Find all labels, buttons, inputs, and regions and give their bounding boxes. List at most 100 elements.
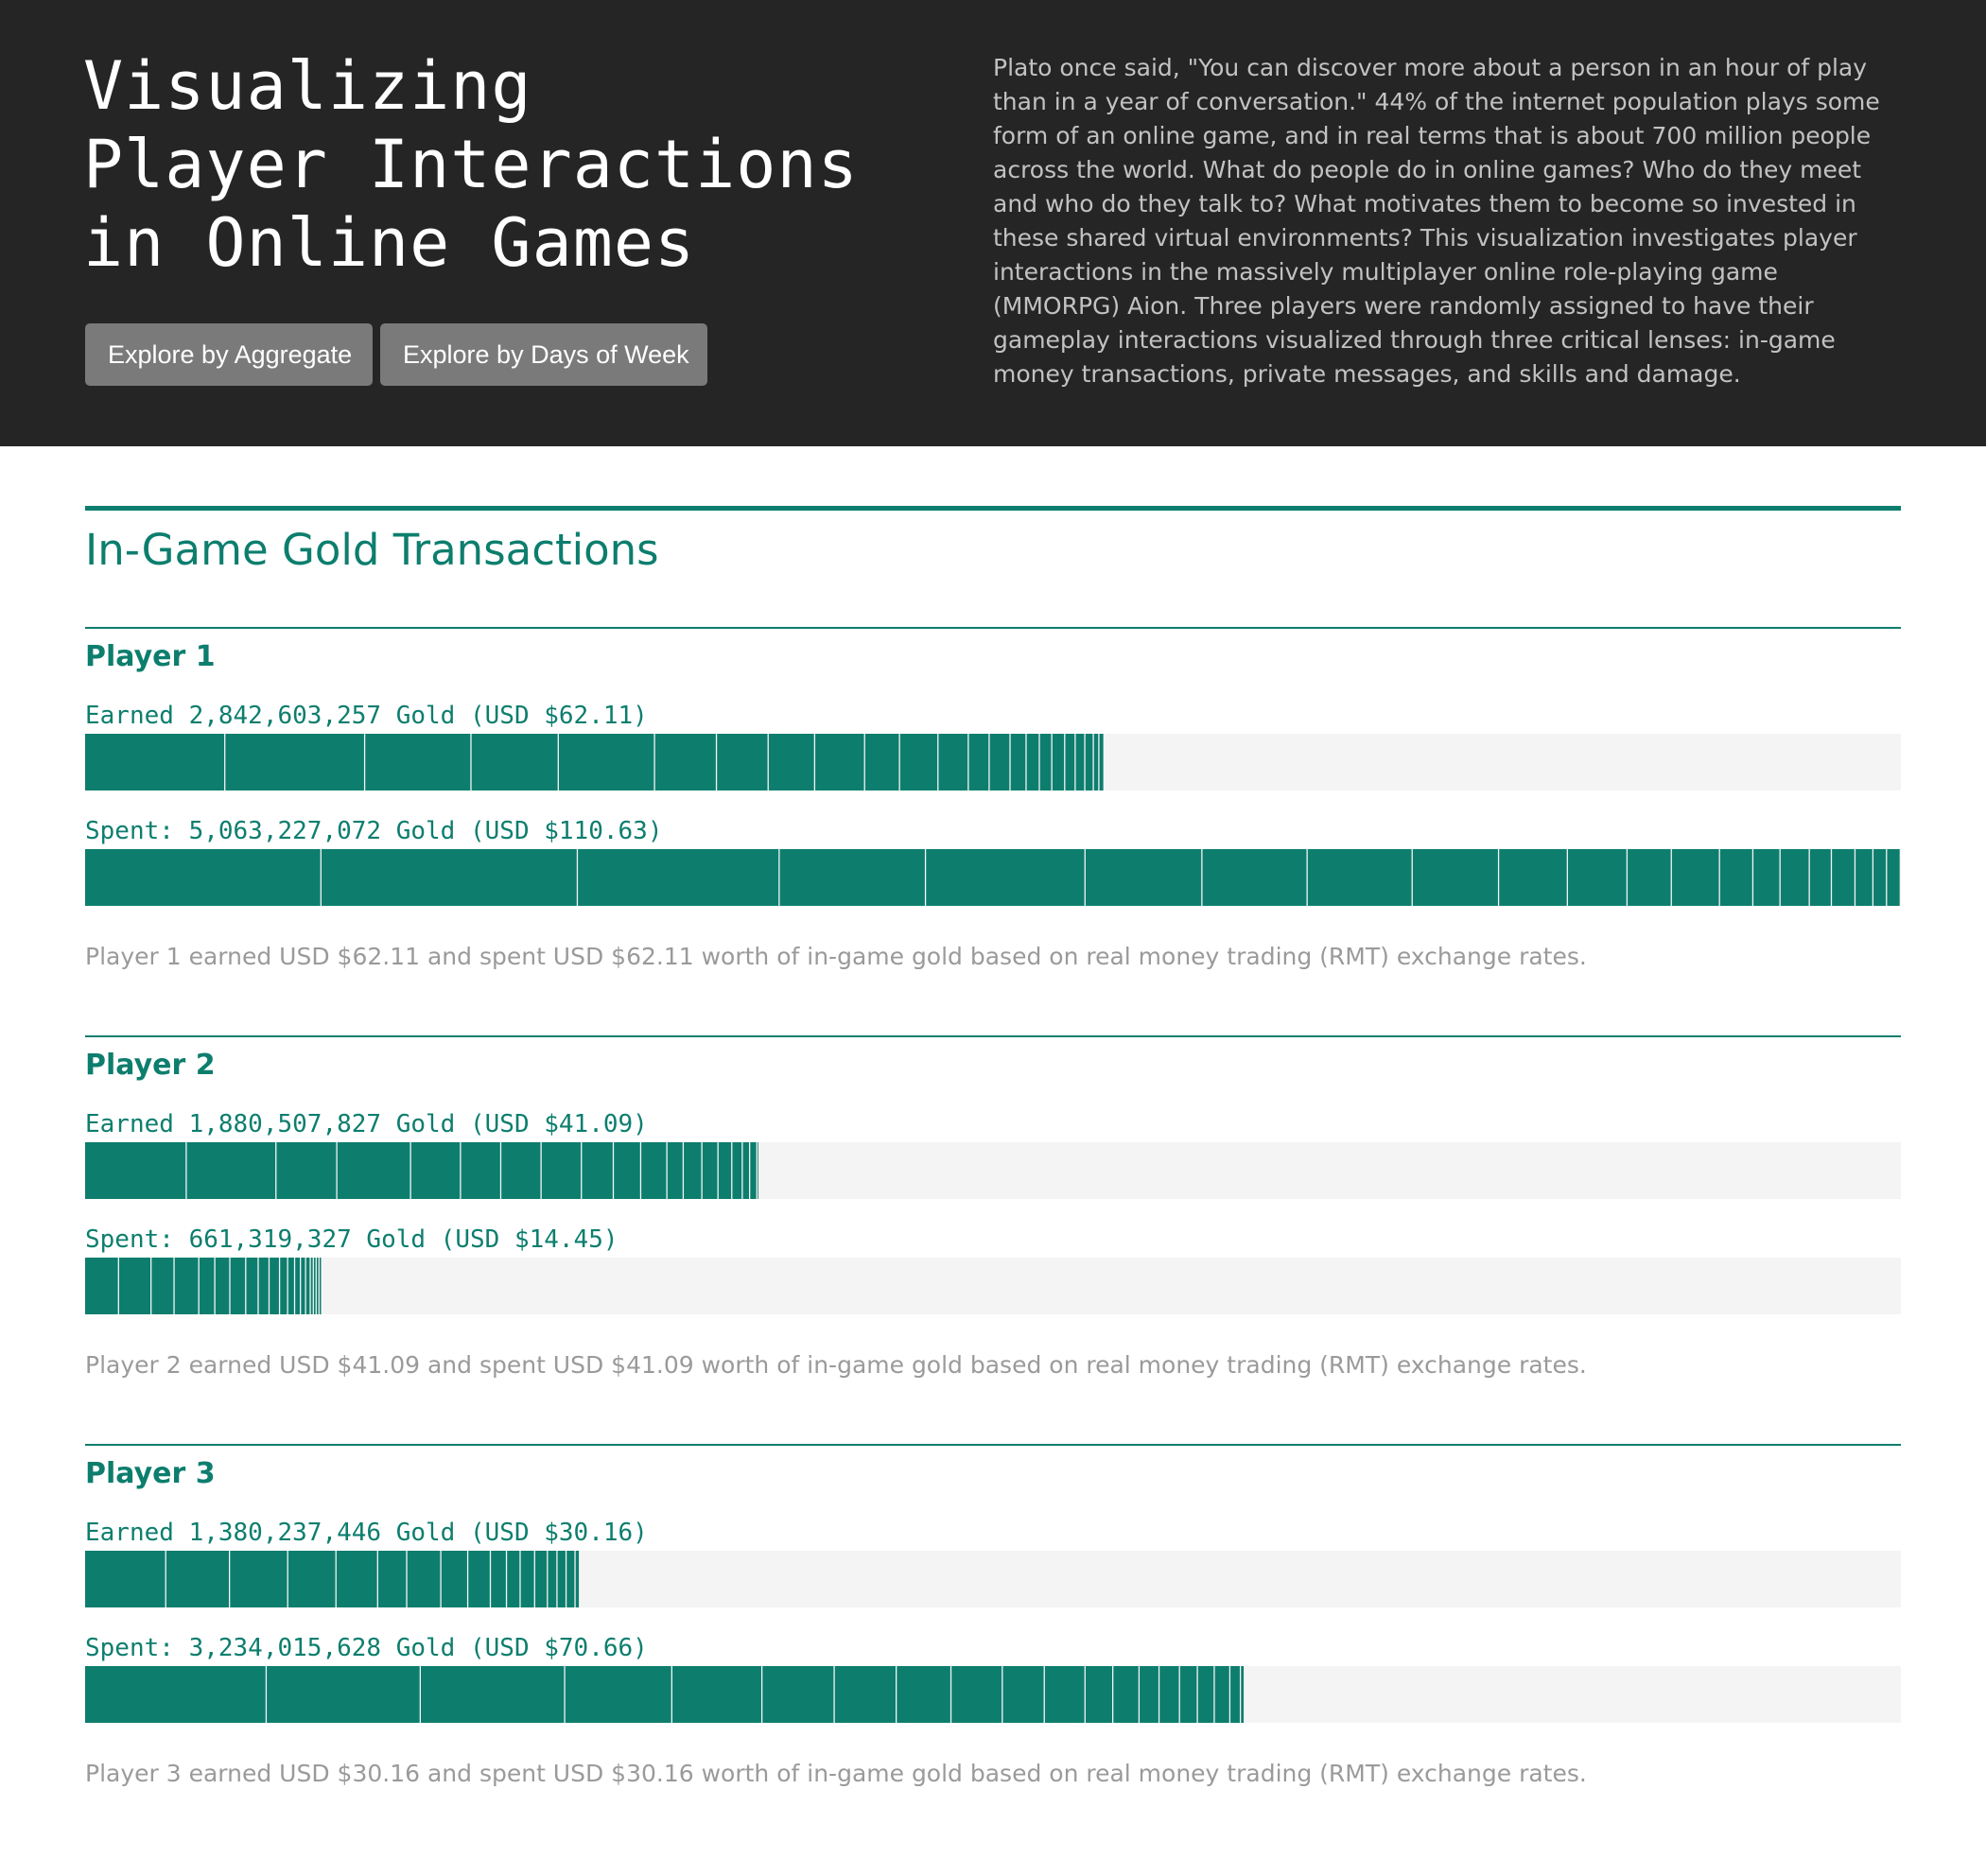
- section-divider: [85, 506, 1901, 511]
- transaction-segment: [280, 1258, 287, 1314]
- spent-bar-track: [85, 1258, 1901, 1314]
- transaction-segment: [1026, 734, 1039, 790]
- transaction-segment: [1197, 1666, 1214, 1723]
- section-title: In-Game Gold Transactions: [85, 525, 659, 575]
- transaction-segment: [316, 1258, 319, 1314]
- transaction-segment: [968, 734, 989, 790]
- transaction-segment: [365, 734, 471, 790]
- transaction-segment: [258, 1258, 269, 1314]
- transaction-segment: [672, 1666, 761, 1723]
- transaction-segment: [118, 1258, 151, 1314]
- transaction-segment: [557, 1551, 566, 1607]
- transaction-segment: [1567, 849, 1627, 906]
- transaction-segment: [1085, 1666, 1112, 1723]
- earned-label: Earned 1,380,237,446 Gold (USD $30.16): [85, 1519, 648, 1547]
- transaction-segment: [1159, 1666, 1179, 1723]
- transaction-segment: [225, 734, 364, 790]
- title-line: Player Interactions: [83, 126, 859, 203]
- transaction-segment: [1671, 849, 1719, 906]
- transaction-segment: [1099, 734, 1104, 790]
- earned-bar-track: [85, 1142, 1901, 1199]
- earned-bar-track: [85, 734, 1901, 790]
- transaction-segment: [85, 1258, 118, 1314]
- transaction-segment: [441, 1551, 467, 1607]
- transaction-segment: [1010, 734, 1026, 790]
- intro-paragraph: Plato once said, "You can discover more …: [993, 54, 1880, 388]
- transaction-segment: [718, 1142, 732, 1199]
- transaction-segment: [1719, 849, 1752, 906]
- transaction-segment: [864, 734, 899, 790]
- transaction-segment: [951, 1666, 1002, 1723]
- player-divider: [85, 627, 1901, 629]
- transaction-segment: [336, 1551, 377, 1607]
- transaction-segment: [337, 1142, 410, 1199]
- transaction-segment: [246, 1258, 258, 1314]
- transaction-segment: [732, 1142, 742, 1199]
- transaction-segment: [762, 1666, 834, 1723]
- transaction-segment: [578, 849, 779, 906]
- player-block: Player 1 Earned 2,842,603,257 Gold (USD …: [85, 627, 1901, 970]
- transaction-segment: [85, 734, 225, 790]
- spent-label: Spent: 3,234,015,628 Gold (USD $70.66): [85, 1634, 648, 1662]
- spent-label: Spent: 661,319,327 Gold (USD $14.45): [85, 1225, 618, 1254]
- title-line: in Online Games: [83, 204, 696, 282]
- transaction-segment: [501, 1142, 541, 1199]
- transaction-segment: [614, 1142, 640, 1199]
- earned-bar: [85, 1142, 758, 1199]
- player-divider: [85, 1444, 1901, 1446]
- transaction-segment: [313, 1258, 316, 1314]
- transaction-segment: [151, 1258, 174, 1314]
- transaction-segment: [565, 1666, 671, 1723]
- transaction-segment: [276, 1142, 337, 1199]
- transaction-segment: [287, 1551, 336, 1607]
- transaction-segment: [1499, 849, 1567, 906]
- transaction-segment: [1113, 1666, 1139, 1723]
- transaction-segment: [566, 1551, 575, 1607]
- transaction-segment: [410, 1142, 461, 1199]
- transaction-segment: [270, 1258, 279, 1314]
- transaction-segment: [1753, 849, 1780, 906]
- transaction-segment: [750, 1142, 757, 1199]
- transaction-segment: [1052, 734, 1065, 790]
- transaction-segment: [507, 1551, 520, 1607]
- transaction-segment: [702, 1142, 718, 1199]
- player-name: Player 2: [85, 1049, 216, 1082]
- transaction-segment: [287, 1258, 294, 1314]
- player-name: Player 1: [85, 640, 216, 673]
- transaction-segment: [575, 1551, 580, 1607]
- transaction-segment: [1241, 1666, 1245, 1723]
- transaction-segment: [1044, 1666, 1085, 1723]
- explore-days-of-week-button[interactable]: Explore by Days of Week: [380, 323, 707, 386]
- transaction-segment: [174, 1258, 199, 1314]
- transaction-segment: [310, 1258, 313, 1314]
- transaction-segment: [230, 1551, 287, 1607]
- transaction-segment: [1093, 734, 1099, 790]
- transaction-segment: [541, 1142, 582, 1199]
- transaction-segment: [1202, 849, 1307, 906]
- transaction-segment: [215, 1258, 230, 1314]
- player-block: Player 3 Earned 1,380,237,446 Gold (USD …: [85, 1444, 1901, 1787]
- transaction-segment: [471, 734, 558, 790]
- transaction-segment: [407, 1551, 441, 1607]
- transaction-segment: [421, 1666, 565, 1723]
- spent-bar: [85, 1666, 1245, 1723]
- transaction-segment: [1214, 1666, 1229, 1723]
- transaction-segment: [520, 1551, 534, 1607]
- earned-bar-track: [85, 1551, 1901, 1607]
- transaction-segment: [768, 734, 814, 790]
- player-summary: Player 3 earned USD $30.16 and spent USD…: [85, 1760, 1587, 1787]
- transaction-segment: [1230, 1666, 1240, 1723]
- explore-aggregate-button[interactable]: Explore by Aggregate: [85, 323, 373, 386]
- transaction-segment: [534, 1551, 548, 1607]
- spent-bar-track: [85, 1666, 1901, 1723]
- transaction-segment: [301, 1258, 305, 1314]
- transaction-segment: [305, 1258, 310, 1314]
- player-name: Player 3: [85, 1457, 216, 1490]
- player-block: Player 2 Earned 1,880,507,827 Gold (USD …: [85, 1035, 1901, 1379]
- transaction-segment: [1039, 734, 1052, 790]
- transaction-segment: [899, 734, 938, 790]
- transaction-segment: [641, 1142, 667, 1199]
- spent-bar: [85, 1258, 322, 1314]
- transaction-segment: [166, 1551, 229, 1607]
- transaction-segment: [1179, 1666, 1197, 1723]
